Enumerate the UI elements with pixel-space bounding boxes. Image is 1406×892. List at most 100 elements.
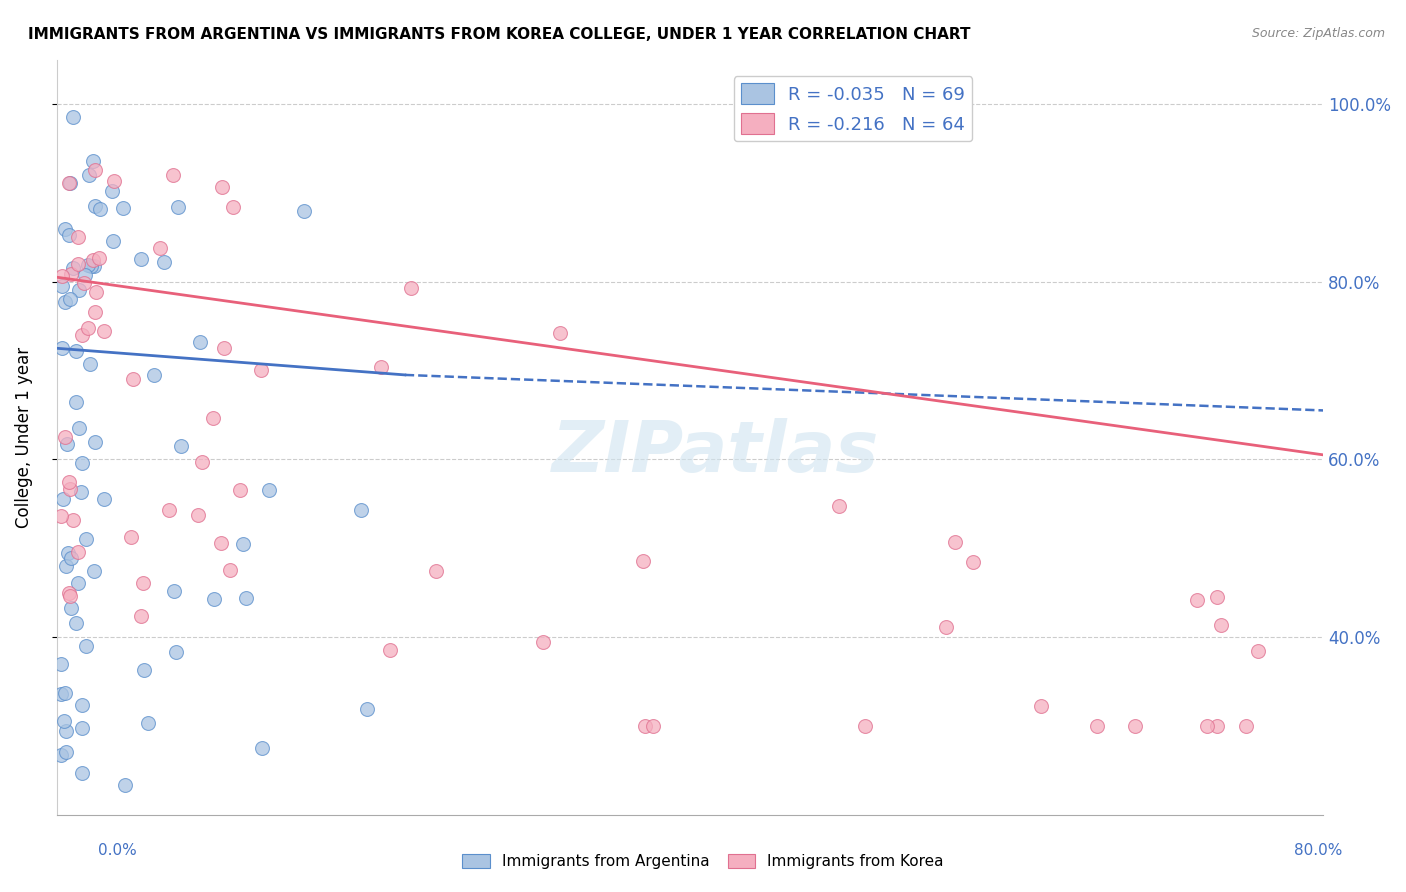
Point — [84, 162, 107, 177]
Point — [66, 545, 89, 559]
Point — [59, 601, 82, 615]
Point — [1206, 591, 1229, 605]
Point — [59, 589, 82, 603]
Point — [55, 558, 77, 573]
Point — [55, 723, 77, 738]
Point — [59, 550, 82, 565]
Point — [84, 435, 107, 450]
Point — [62, 260, 84, 275]
Point — [229, 483, 252, 498]
Point — [51, 269, 73, 284]
Point — [1029, 699, 1052, 714]
Point — [83, 305, 105, 319]
Point — [76, 321, 98, 335]
Point — [643, 719, 665, 733]
Point — [49, 687, 72, 701]
Point — [202, 410, 225, 425]
Point — [219, 563, 242, 577]
Point — [55, 294, 77, 309]
Point — [1123, 719, 1146, 733]
Point — [399, 281, 422, 295]
Point — [232, 537, 254, 551]
Point — [548, 326, 571, 341]
Point — [73, 276, 96, 290]
Point — [70, 766, 93, 780]
Point — [166, 645, 188, 659]
Point — [70, 485, 93, 500]
Point — [77, 259, 100, 273]
Point — [65, 343, 87, 358]
Point — [1195, 719, 1218, 733]
Point — [79, 357, 101, 371]
Point — [93, 491, 115, 506]
Point — [962, 554, 984, 568]
Point — [136, 715, 159, 730]
Point — [103, 174, 125, 188]
Point — [425, 564, 447, 578]
Point — [66, 229, 89, 244]
Point — [93, 324, 115, 338]
Point — [77, 168, 100, 182]
Point — [67, 284, 90, 298]
Point — [70, 721, 93, 735]
Point — [169, 439, 191, 453]
Point — [75, 533, 97, 547]
Point — [162, 169, 184, 183]
Point — [83, 564, 105, 578]
Point — [70, 698, 93, 713]
Point — [855, 719, 877, 733]
Point — [58, 586, 80, 600]
Point — [53, 686, 76, 700]
Point — [82, 252, 104, 267]
Point — [252, 741, 274, 756]
Point — [59, 268, 82, 282]
Point — [56, 437, 79, 451]
Point — [70, 328, 93, 343]
Point — [58, 176, 80, 190]
Point — [1085, 719, 1108, 733]
Point — [53, 430, 76, 444]
Point — [58, 228, 80, 243]
Point — [212, 341, 235, 355]
Point — [132, 663, 155, 677]
Point — [378, 643, 401, 657]
Point — [73, 268, 96, 282]
Point — [1234, 719, 1257, 733]
Point — [132, 576, 155, 591]
Point — [204, 592, 226, 607]
Point — [188, 334, 211, 349]
Point — [292, 204, 315, 219]
Point — [209, 535, 232, 549]
Point — [89, 202, 111, 216]
Point — [943, 534, 966, 549]
Point — [51, 747, 73, 762]
Point — [120, 530, 142, 544]
Point — [80, 259, 103, 273]
Point — [350, 503, 373, 517]
Point — [163, 584, 186, 599]
Point — [59, 482, 82, 496]
Point — [65, 394, 87, 409]
Text: IMMIGRANTS FROM ARGENTINA VS IMMIGRANTS FROM KOREA COLLEGE, UNDER 1 YEAR CORRELA: IMMIGRANTS FROM ARGENTINA VS IMMIGRANTS … — [28, 27, 970, 42]
Point — [70, 456, 93, 470]
Point — [52, 491, 75, 506]
Point — [1247, 644, 1270, 658]
Point — [631, 554, 654, 568]
Point — [1185, 593, 1208, 607]
Point — [114, 778, 136, 792]
Point — [49, 508, 72, 523]
Point — [211, 179, 233, 194]
Text: 80.0%: 80.0% — [1295, 843, 1343, 858]
Point — [103, 234, 125, 248]
Text: 0.0%: 0.0% — [98, 843, 138, 858]
Point — [67, 421, 90, 435]
Point — [131, 252, 153, 266]
Point — [84, 285, 107, 299]
Text: Source: ZipAtlas.com: Source: ZipAtlas.com — [1251, 27, 1385, 40]
Point — [51, 279, 73, 293]
Point — [935, 619, 957, 633]
Point — [62, 111, 84, 125]
Point — [83, 260, 105, 274]
Point — [250, 363, 273, 377]
Point — [82, 154, 104, 169]
